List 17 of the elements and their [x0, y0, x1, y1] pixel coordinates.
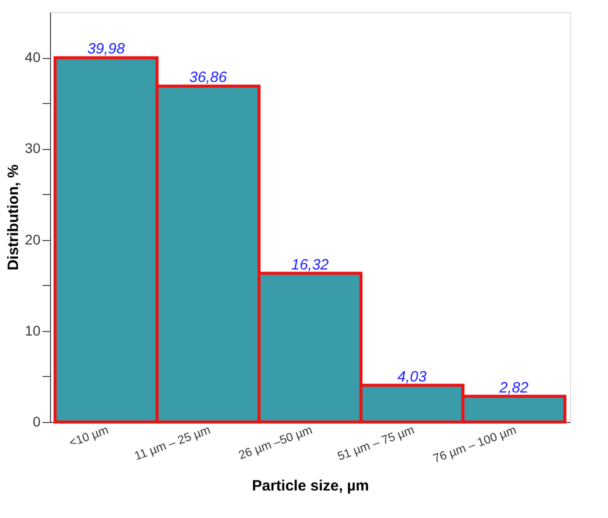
data-label: 4,03: [397, 368, 428, 386]
x-tick-label: 26 µm –50 µm: [236, 422, 314, 462]
data-label: 16,32: [291, 256, 330, 274]
y-axis-title: Distribution, %: [4, 164, 22, 270]
x-tick-label: 51 µm – 75 µm: [336, 422, 416, 464]
y-tick-label: 30: [24, 140, 41, 156]
y-tick-label: 40: [24, 49, 41, 66]
x-tick-label: 11 µm – 25 µm: [132, 422, 212, 464]
y-tick-label: 20: [24, 231, 41, 248]
x-tick-label: <10 µm: [67, 422, 110, 450]
data-label: 39,98: [87, 40, 126, 58]
y-tick-label: 10: [24, 322, 41, 338]
data-label: 36,86: [189, 69, 228, 86]
y-tick-label: 0: [32, 414, 41, 430]
x-tick-label: 76 µm – 100 µm: [431, 422, 518, 466]
x-axis-title: Particle size, µm: [252, 478, 370, 495]
data-label: 2,82: [498, 379, 530, 396]
